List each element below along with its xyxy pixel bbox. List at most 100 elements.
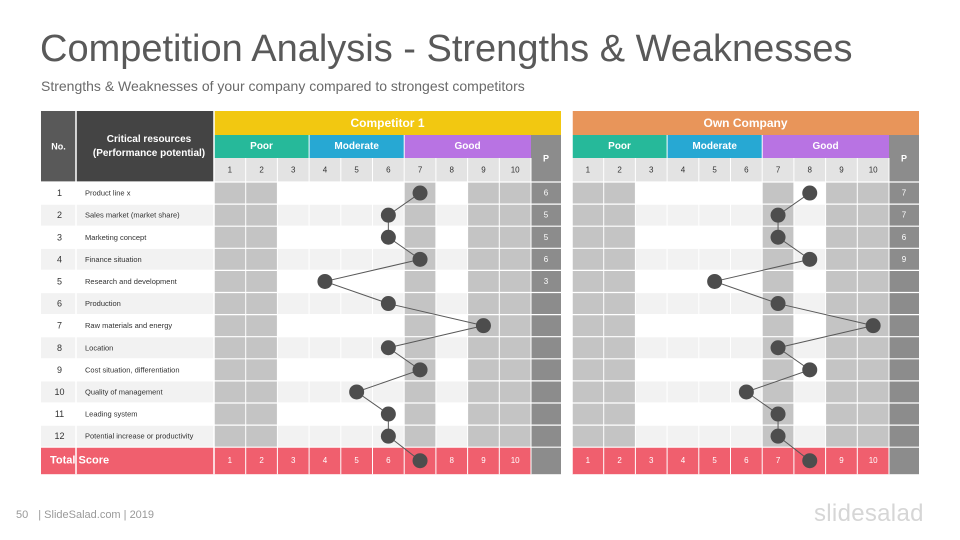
score-marker xyxy=(770,428,786,444)
score-cell xyxy=(309,182,341,205)
band-header xyxy=(762,135,889,158)
total-cell-label: 1 xyxy=(586,456,591,465)
band-header xyxy=(572,135,668,158)
score-cell xyxy=(730,425,763,448)
score-cell xyxy=(499,336,531,359)
p-value: 6 xyxy=(544,189,549,198)
score-cell xyxy=(435,336,468,359)
total-cell-label: 9 xyxy=(839,456,844,465)
total-label: Total Score xyxy=(50,455,109,467)
total-cell xyxy=(467,447,500,475)
row-background xyxy=(41,248,214,271)
band-header-label: Moderate xyxy=(334,141,379,152)
score-cell xyxy=(467,204,500,227)
score-cell xyxy=(404,204,436,227)
score-marker xyxy=(802,185,818,201)
score-cell xyxy=(667,358,699,381)
score-cell xyxy=(309,336,341,359)
score-cell xyxy=(214,403,246,426)
score-cell xyxy=(214,270,246,293)
score-cell xyxy=(404,226,436,249)
scale-label: 6 xyxy=(744,166,749,175)
row-label: Quality of management xyxy=(85,387,163,396)
score-cell xyxy=(277,204,310,227)
page-title: Competition Analysis - Strengths & Weakn… xyxy=(40,28,853,70)
score-cell xyxy=(793,226,826,249)
score-marker xyxy=(380,229,396,245)
total-cell xyxy=(635,447,668,475)
score-cell xyxy=(309,380,341,403)
score-cell xyxy=(435,182,468,205)
score-cell xyxy=(603,336,636,359)
total-label-cell xyxy=(41,447,214,475)
total-cell xyxy=(698,447,731,475)
score-cell xyxy=(857,248,889,271)
score-cell xyxy=(572,380,604,403)
score-cell xyxy=(340,425,373,448)
score-cell xyxy=(825,403,858,426)
score-cell xyxy=(245,358,278,381)
score-marker xyxy=(770,207,786,223)
row-label: Finance situation xyxy=(85,255,142,264)
score-cell xyxy=(857,336,889,359)
score-cell xyxy=(277,336,310,359)
total-cell xyxy=(667,447,699,475)
score-cell xyxy=(340,292,373,315)
score-cell xyxy=(793,380,826,403)
score-cell xyxy=(730,226,763,249)
row-number: 2 xyxy=(57,210,62,220)
score-cell xyxy=(245,226,278,249)
score-cell xyxy=(214,336,246,359)
score-cell xyxy=(340,314,373,337)
row-label: Sales market (market share) xyxy=(85,211,180,220)
score-cell xyxy=(467,226,500,249)
p-cell xyxy=(531,380,561,403)
score-cell xyxy=(245,248,278,271)
score-cell xyxy=(435,292,468,315)
row-number: 3 xyxy=(57,232,62,242)
score-cell xyxy=(214,182,246,205)
group-header xyxy=(214,111,561,135)
score-cell xyxy=(635,204,668,227)
score-cell xyxy=(730,292,763,315)
p-value: 6 xyxy=(544,255,549,264)
score-cell xyxy=(572,403,604,426)
band-header xyxy=(404,135,531,158)
score-cell xyxy=(572,425,604,448)
score-cell xyxy=(825,248,858,271)
p-cell xyxy=(531,336,561,359)
scale-label: 5 xyxy=(354,166,359,175)
score-cell xyxy=(793,204,826,227)
score-marker xyxy=(380,296,396,312)
total-cell xyxy=(572,447,604,475)
score-marker xyxy=(412,362,428,378)
score-cell xyxy=(730,358,763,381)
group-header xyxy=(572,111,919,135)
score-cell xyxy=(435,380,468,403)
score-marker xyxy=(317,273,333,289)
score-marker xyxy=(380,406,396,422)
score-cell xyxy=(277,292,310,315)
score-cell xyxy=(762,380,794,403)
row-number: 9 xyxy=(57,365,62,375)
score-marker xyxy=(349,384,365,400)
p-header-label: P xyxy=(543,154,549,164)
score-cell xyxy=(825,425,858,448)
score-cell xyxy=(309,226,341,249)
score-cell xyxy=(435,403,468,426)
p-cell xyxy=(889,182,919,205)
score-marker xyxy=(738,384,754,400)
scale-label: 4 xyxy=(323,166,328,175)
score-marker xyxy=(475,318,491,334)
total-cell xyxy=(762,447,794,475)
score-cell xyxy=(857,358,889,381)
row-label: Raw materials and energy xyxy=(85,321,172,330)
p-cell xyxy=(889,314,919,337)
score-cell xyxy=(499,425,531,448)
score-cell xyxy=(698,292,731,315)
score-cell xyxy=(667,182,699,205)
score-cell xyxy=(214,204,246,227)
score-cell xyxy=(499,314,531,337)
score-cell xyxy=(793,270,826,293)
score-marker xyxy=(707,273,723,289)
